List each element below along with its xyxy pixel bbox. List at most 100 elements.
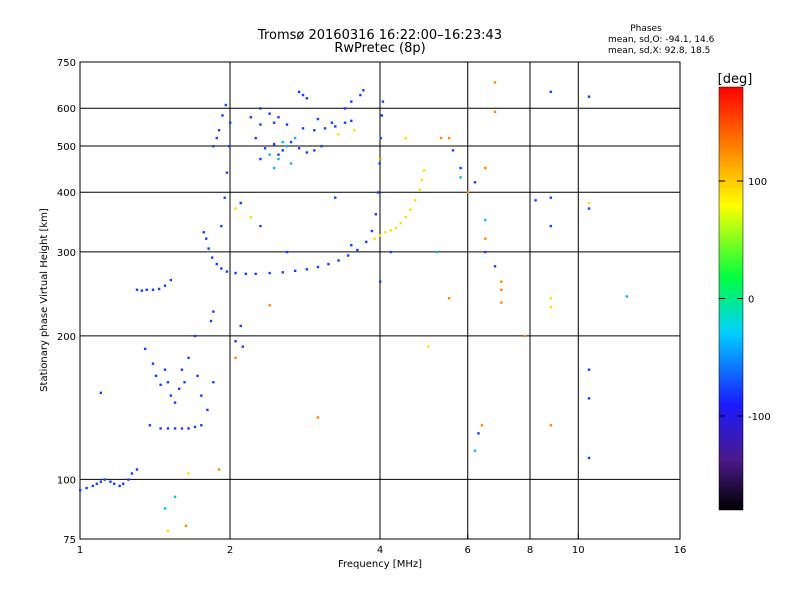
data-point xyxy=(249,215,253,219)
data-point xyxy=(281,271,284,274)
data-point xyxy=(549,196,553,199)
data-point xyxy=(356,248,359,252)
data-point xyxy=(202,231,205,234)
data-point xyxy=(484,166,487,170)
data-point xyxy=(207,247,210,250)
data-point xyxy=(534,199,537,202)
data-point xyxy=(223,196,226,199)
y-tick-label: 750 xyxy=(57,58,76,69)
data-point xyxy=(493,110,497,114)
data-point xyxy=(187,427,190,430)
data-point xyxy=(163,368,167,371)
data-point xyxy=(418,188,421,192)
data-points xyxy=(79,81,628,533)
data-point xyxy=(187,472,190,475)
data-point xyxy=(305,97,309,100)
data-point xyxy=(327,262,330,266)
data-point xyxy=(109,480,112,483)
data-point xyxy=(346,254,350,257)
data-point xyxy=(145,288,148,291)
data-point xyxy=(404,215,407,219)
data-point xyxy=(151,288,155,291)
data-point xyxy=(166,529,170,533)
data-point xyxy=(241,345,245,348)
data-point xyxy=(221,114,224,117)
data-point xyxy=(173,401,177,404)
data-point xyxy=(587,95,591,98)
data-point xyxy=(239,201,242,205)
data-point xyxy=(140,289,144,292)
data-point xyxy=(180,427,184,430)
data-point xyxy=(374,213,378,216)
data-point xyxy=(389,229,392,232)
colorbar-tick-label: 100 xyxy=(748,177,767,188)
data-point xyxy=(422,169,426,172)
data-point xyxy=(587,456,591,460)
data-point xyxy=(316,117,320,121)
data-point xyxy=(334,125,337,128)
x-tick-label: 4 xyxy=(377,545,383,556)
data-point xyxy=(103,478,106,481)
x-tick-labels: 1 2 4 6 8 10 16 xyxy=(77,534,686,556)
data-point xyxy=(79,489,82,492)
data-point xyxy=(447,136,451,140)
data-point xyxy=(277,116,280,119)
data-point xyxy=(200,394,203,397)
y-tick-label: 75 xyxy=(63,535,76,546)
data-point xyxy=(234,340,237,343)
x-tick-label: 10 xyxy=(572,545,585,556)
data-point xyxy=(350,119,353,123)
data-point xyxy=(399,221,403,225)
data-point xyxy=(277,157,280,161)
colorbar-tick-label: -100 xyxy=(748,412,771,423)
data-point xyxy=(316,416,320,419)
data-point xyxy=(215,136,219,140)
data-point xyxy=(112,482,116,485)
data-point xyxy=(493,265,497,268)
data-point xyxy=(204,237,208,240)
data-point xyxy=(234,207,237,210)
data-point xyxy=(85,486,88,490)
data-point xyxy=(379,157,382,161)
data-point xyxy=(99,480,103,483)
data-point xyxy=(439,136,443,140)
data-point xyxy=(254,272,257,276)
data-point xyxy=(378,162,381,165)
data-point xyxy=(350,100,353,103)
data-point xyxy=(163,507,167,510)
data-point xyxy=(381,100,385,103)
data-point xyxy=(259,224,262,228)
data-point xyxy=(173,427,177,430)
data-point xyxy=(313,149,316,152)
data-point xyxy=(277,153,280,156)
data-point xyxy=(353,129,356,132)
data-point xyxy=(380,114,384,117)
data-point xyxy=(330,121,334,124)
y-tick-label: 400 xyxy=(57,188,76,199)
data-point xyxy=(285,250,289,254)
x-tick-label: 1 xyxy=(77,545,83,556)
data-point xyxy=(389,250,392,254)
data-point xyxy=(484,237,487,240)
data-point xyxy=(427,345,430,348)
chart-title: Tromsø 20160316 16:22:00–16:23:43 xyxy=(257,28,502,43)
y-tick-label: 200 xyxy=(57,332,76,343)
data-point xyxy=(272,166,276,170)
data-point xyxy=(225,270,229,273)
data-point xyxy=(334,196,337,199)
data-point xyxy=(200,424,203,427)
data-point xyxy=(459,166,462,170)
x-axis-label: Frequency [MHz] xyxy=(338,559,422,570)
data-point xyxy=(313,129,316,132)
data-point xyxy=(187,356,190,360)
x-tick-label: 2 xyxy=(227,545,233,556)
data-point xyxy=(272,121,276,124)
data-point xyxy=(169,278,173,282)
data-point xyxy=(500,301,503,304)
data-point xyxy=(587,201,591,205)
data-point xyxy=(259,157,262,161)
y-tick-label: 600 xyxy=(57,104,76,115)
data-point xyxy=(159,427,162,430)
data-point xyxy=(466,191,470,194)
y-tick-label: 500 xyxy=(57,142,76,153)
